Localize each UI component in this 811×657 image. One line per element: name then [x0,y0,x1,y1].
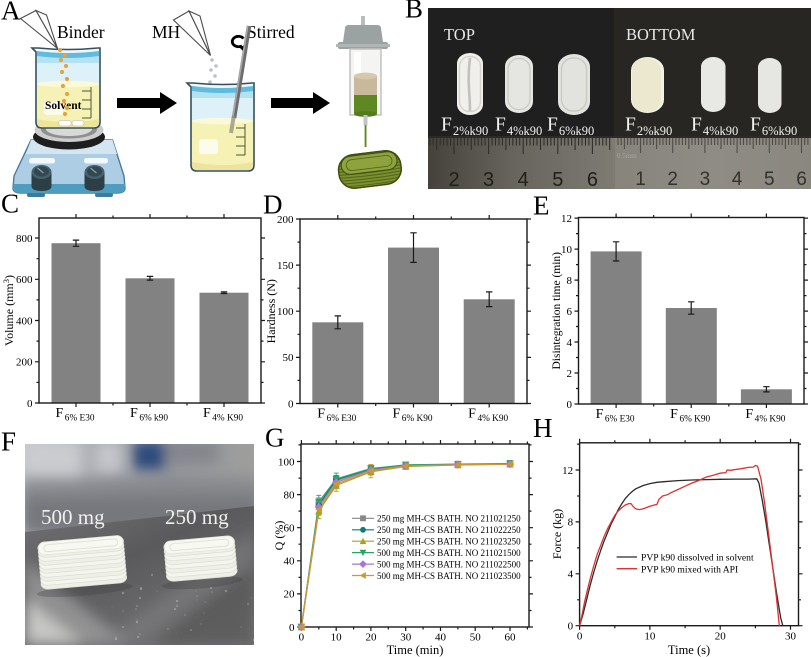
svg-text:2: 2 [567,368,573,380]
svg-text:H: H [533,413,553,443]
svg-text:40: 40 [435,632,447,644]
svg-text:200: 200 [277,214,294,226]
svg-text:3: 3 [700,169,711,190]
svg-text:Solvent: Solvent [45,100,82,112]
svg-text:PVP k90 dissolved in solvent: PVP k90 dissolved in solvent [641,553,754,564]
svg-text:Hardness (N): Hardness (N) [264,279,278,343]
svg-text:0: 0 [567,399,573,411]
svg-text:20: 20 [365,632,377,644]
svg-text:250 mg MH-CS BATH. NO 21102125: 250 mg MH-CS BATH. NO 211021250 [377,514,521,524]
svg-text:PVP k90 mixed with API: PVP k90 mixed with API [641,565,738,576]
svg-text:8: 8 [567,275,573,287]
svg-text:G: G [265,423,285,453]
svg-text:400: 400 [16,315,33,327]
svg-text:6: 6 [587,169,598,191]
svg-text:MH: MH [152,22,181,42]
svg-text:0: 0 [577,631,583,643]
svg-text:250 mg MH-CS BATH. NO 21102325: 250 mg MH-CS BATH. NO 211023250 [377,536,521,546]
svg-text:1: 1 [635,169,646,190]
svg-text:0: 0 [289,622,295,634]
svg-text:500 mg MH-CS BATH. NO 21102350: 500 mg MH-CS BATH. NO 211023500 [377,571,521,581]
svg-text:80: 80 [284,489,296,501]
svg-text:10: 10 [561,244,573,256]
svg-text:800: 800 [16,233,33,245]
svg-text:8: 8 [568,517,574,529]
svg-text:Time (min): Time (min) [387,643,444,657]
svg-text:60: 60 [284,523,296,535]
svg-text:200: 200 [16,357,33,369]
svg-text:Time (s): Time (s) [668,643,710,657]
svg-text:0: 0 [27,398,33,410]
svg-text:2: 2 [448,169,459,191]
svg-text:50: 50 [470,632,482,644]
svg-text:600: 600 [16,274,33,286]
svg-text:Q (%): Q (%) [272,521,286,551]
svg-text:D: D [263,190,283,220]
svg-text:0: 0 [288,398,294,410]
svg-text:100: 100 [278,456,295,468]
svg-text:4: 4 [568,569,574,581]
svg-text:Force (kg): Force (kg) [550,509,564,559]
svg-text:500 mg MH-CS BATH. NO 21102250: 500 mg MH-CS BATH. NO 211022500 [377,559,521,569]
svg-text:Disintegration time (min): Disintegration time (min) [551,252,563,370]
svg-text:250 mg MH-CS BATH. NO 21102225: 250 mg MH-CS BATH. NO 211022250 [377,525,521,535]
svg-text:BOTTOM: BOTTOM [626,25,696,44]
svg-text:E: E [533,191,550,221]
svg-text:150: 150 [277,260,294,272]
svg-text:20: 20 [284,589,296,601]
svg-text:100: 100 [277,306,294,318]
svg-text:C: C [1,189,19,219]
svg-text:F: F [1,427,16,457]
svg-text:30: 30 [785,631,797,643]
svg-text:6: 6 [796,169,807,190]
svg-text:4: 4 [732,169,743,190]
svg-text:TOP: TOP [444,25,475,44]
svg-text:10: 10 [331,632,343,644]
svg-text:20: 20 [715,631,727,643]
svg-text:500 mg: 500 mg [41,505,105,529]
svg-text:12: 12 [562,465,573,477]
svg-text:Volume (mm3): Volume (mm3) [1,275,16,346]
svg-text:60: 60 [505,632,517,644]
svg-text:500 mg MH-CS BATH. NO 21102150: 500 mg MH-CS BATH. NO 211021500 [377,548,521,558]
svg-text:4: 4 [567,337,573,349]
svg-text:Stirred: Stirred [247,22,295,42]
svg-text:5: 5 [552,169,563,191]
svg-text:2: 2 [667,169,678,190]
svg-text:3: 3 [483,169,494,191]
svg-text:B: B [405,0,423,24]
svg-text:0: 0 [299,632,305,644]
svg-text:4: 4 [518,169,529,191]
svg-text:6: 6 [567,306,573,318]
svg-text:40: 40 [284,556,296,568]
svg-text:Binder: Binder [57,22,105,42]
svg-text:A: A [1,0,21,26]
svg-text:50: 50 [283,352,295,364]
svg-text:10: 10 [644,631,656,643]
svg-text:5: 5 [764,169,775,190]
svg-text:0.5mm: 0.5mm [617,152,637,160]
svg-text:0: 0 [568,621,574,633]
svg-text:30: 30 [400,632,412,644]
svg-text:250 mg: 250 mg [165,505,229,529]
svg-text:12: 12 [561,213,572,225]
